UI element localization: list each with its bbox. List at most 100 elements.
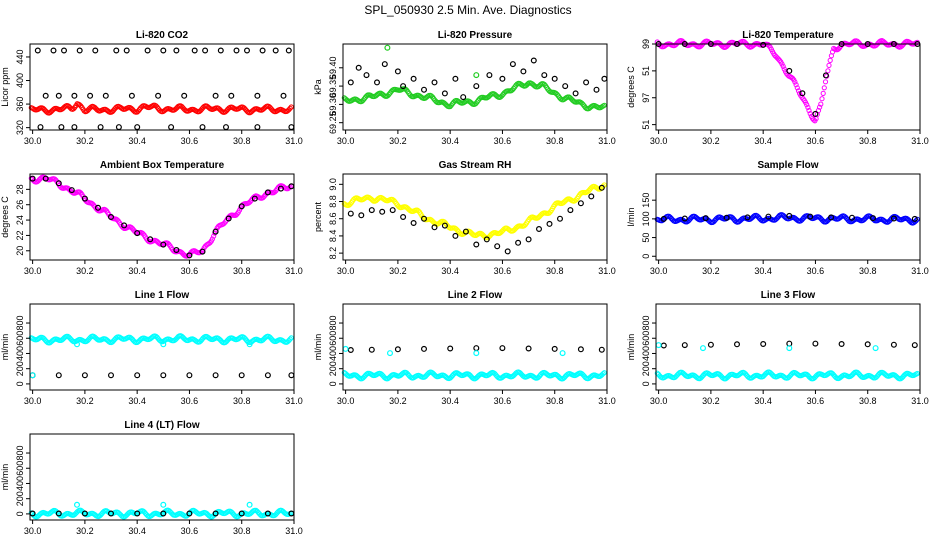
data-point (140, 231, 146, 237)
data-point (786, 212, 793, 219)
data-point (246, 501, 253, 508)
series-raw (29, 372, 295, 379)
x-tick-label: 30.0 (24, 526, 42, 536)
y-tick-label: 69.25 (328, 111, 338, 134)
x-tick-label: 31.0 (285, 526, 303, 536)
data-point (812, 110, 819, 117)
panel-title: Li-820 Pressure (438, 30, 513, 41)
data-point (115, 124, 122, 131)
y-tick-label: 600 (15, 331, 25, 346)
y-tick-label: 51 (641, 66, 651, 76)
data-point (473, 350, 480, 357)
data-point (509, 61, 516, 68)
chart-panel: Line 4 (LT) Flow ml/min 30.0 30.2 30.4 30.6 30… (0, 420, 303, 536)
plot-frame (342, 303, 608, 391)
y-axis-label: ml/min (0, 464, 10, 491)
plot-frame (342, 43, 608, 131)
data-point (42, 92, 49, 99)
data-point (792, 79, 798, 85)
x-tick-label: 30.6 (494, 136, 512, 146)
data-point (202, 47, 209, 54)
y-axis-label: ml/min (626, 334, 636, 361)
y-tick-label: 97 (641, 93, 651, 103)
series-raw (347, 184, 605, 255)
data-point (34, 47, 41, 54)
data-point (199, 248, 206, 255)
data-point (848, 214, 855, 221)
y-tick-label: 800 (15, 316, 25, 331)
series-outliers (73, 501, 253, 508)
y-tick-label: 0 (15, 511, 25, 516)
panel-title: Line 2 Flow (448, 290, 503, 301)
y-axis-label: degrees C (0, 196, 10, 238)
data-point (264, 372, 271, 379)
data-point (76, 47, 83, 54)
data-point (681, 342, 688, 349)
data-point (525, 236, 532, 243)
chart-panel: Li-820 Temperature degrees C 30.0 30.2 30.4 3… (626, 30, 929, 146)
data-point (681, 215, 688, 222)
x-tick-label: 30.4 (128, 266, 146, 276)
x-tick-label: 31.0 (911, 266, 929, 276)
data-point (287, 336, 293, 342)
data-point (431, 79, 438, 86)
chart-panels: Li-820 CO2 Licor ppm 30.0 30.2 30.4 30.6 30.8 3… (0, 30, 929, 536)
y-axis-label: kPa (313, 79, 323, 95)
plot-frame (342, 173, 608, 261)
data-point (577, 200, 584, 207)
data-point (221, 220, 227, 226)
data-point (473, 345, 480, 352)
y-tick-label: 200 (15, 361, 25, 376)
data-point (368, 207, 375, 214)
data-point (212, 228, 219, 235)
y-tick-label: 69.30 (328, 93, 338, 116)
data-point (593, 86, 600, 93)
data-point (812, 340, 819, 347)
data-point (288, 335, 294, 341)
data-point (559, 350, 566, 357)
y-tick-label: 800 (328, 316, 338, 331)
plot-frame (655, 43, 921, 131)
data-point (212, 92, 219, 99)
data-point (97, 124, 104, 131)
y-tick-label: 8.6 (328, 212, 338, 225)
y-tick-label: 28 (15, 184, 25, 194)
series-averaged-low (341, 369, 607, 382)
data-point (486, 72, 493, 79)
x-tick-label: 31.0 (911, 396, 929, 406)
y-tick-label: 22 (15, 230, 25, 240)
y-tick-label: 400 (15, 476, 25, 491)
data-point (134, 124, 141, 131)
data-point (660, 215, 667, 222)
data-point (598, 184, 605, 191)
data-point (793, 82, 799, 88)
data-point (473, 72, 480, 79)
data-point (181, 92, 188, 99)
x-tick-label: 30.8 (546, 266, 564, 276)
data-point (820, 90, 826, 97)
y-tick-label: 26 (15, 200, 25, 210)
x-tick-label: 30.2 (76, 266, 94, 276)
x-tick-label: 30.6 (181, 526, 199, 536)
data-point (577, 346, 584, 353)
y-tick-label: 0 (328, 381, 338, 386)
y-tick-label: 8.8 (328, 195, 338, 208)
data-point (807, 111, 813, 117)
plot-frame (655, 173, 921, 261)
x-tick-label: 30.2 (76, 526, 94, 536)
data-point (381, 61, 388, 68)
x-tick-label: 30.8 (859, 266, 877, 276)
data-point (525, 345, 532, 352)
y-tick-label: 400 (641, 346, 651, 361)
data-point (246, 341, 253, 348)
data-point (780, 63, 786, 70)
y-axis-label: degrees C (626, 66, 636, 108)
x-tick-label: 30.0 (650, 136, 668, 146)
x-tick-label: 30.2 (702, 136, 720, 146)
y-tick-label: 51 (641, 120, 651, 130)
data-point (368, 346, 375, 353)
data-point (572, 90, 579, 97)
data-point (374, 79, 381, 86)
data-point (794, 85, 800, 91)
